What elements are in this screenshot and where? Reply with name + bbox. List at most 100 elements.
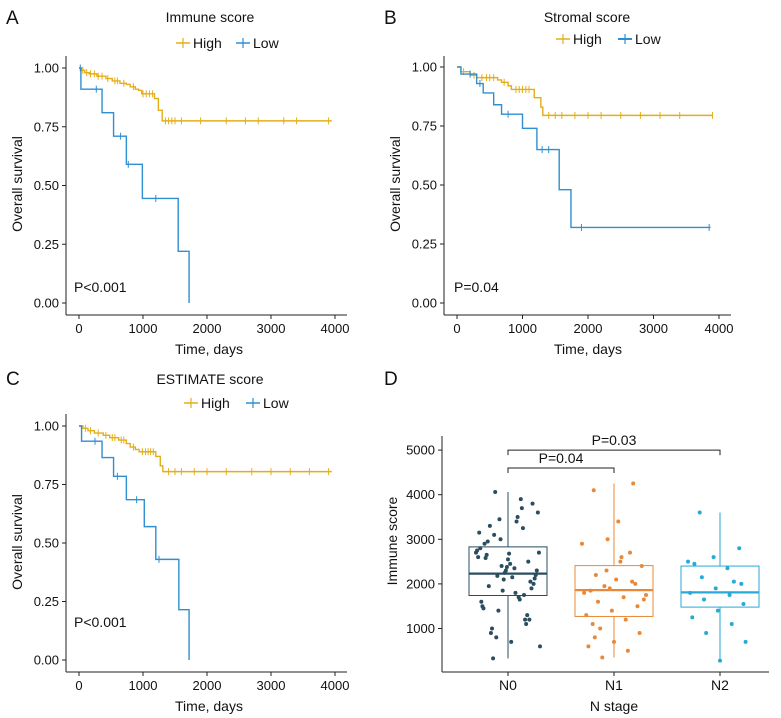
jitter-point-n1 — [639, 564, 644, 569]
jitter-point-n0 — [519, 506, 524, 511]
jitter-point-n0 — [536, 550, 541, 555]
jitter-point-n2 — [692, 561, 697, 566]
jitter-point-n2 — [699, 575, 704, 580]
jitter-point-n1 — [628, 550, 632, 555]
legend-label-low-b: Low — [635, 31, 662, 47]
jitter-point-n2 — [688, 590, 693, 595]
y-axis-label-c: Overall survival — [9, 494, 25, 590]
comparison-bracket-2 — [507, 449, 721, 456]
x-tick-label-d: N0 — [499, 677, 517, 693]
jitter-point-n0 — [502, 570, 507, 575]
jitter-point-n0 — [485, 539, 490, 544]
plot-area-c: 0.00 0.25 0.50 0.75 1.00 0 1000 2000 3000 4000 — [34, 414, 350, 693]
jitter-point-n0 — [522, 593, 526, 598]
jitter-point-n1 — [612, 639, 616, 644]
jitter-point-n1 — [593, 572, 598, 577]
y-tick-label-d: 5000 — [406, 443, 435, 458]
jitter-point-n1 — [584, 613, 589, 618]
jitter-point-n0 — [476, 555, 481, 560]
legend-a: High Low — [176, 35, 280, 51]
p-value-b: P=0.04 — [454, 279, 499, 295]
jitter-point-n1 — [590, 622, 595, 627]
y-tick-label-a: 1.00 — [34, 61, 59, 76]
jitter-point-n1 — [623, 617, 628, 622]
panel-letter-b: B — [384, 8, 397, 29]
box-n0 — [468, 546, 548, 596]
jitter-point-n1 — [641, 597, 646, 602]
jitter-point-n2 — [718, 658, 722, 663]
km-curve-low-a — [79, 67, 190, 303]
jitter-point-n0 — [525, 613, 530, 618]
jitter-point-n0 — [529, 586, 534, 591]
y-axis-label-b: Overall survival — [387, 136, 403, 232]
panel-d: D 1000 2000 3000 4000 5000 N0 N1 N2 P=0.04 P=0.03… — [384, 369, 769, 714]
jitter-point-n0 — [514, 519, 519, 524]
x-tick-label-c: 4000 — [321, 678, 350, 693]
x-axis-label-a: Time, days — [175, 341, 243, 357]
jitter-point-n1 — [644, 593, 648, 598]
jitter-point-n0 — [526, 559, 531, 564]
jitter-point-n0 — [499, 564, 504, 569]
x-tick-label-a: 4000 — [321, 321, 350, 336]
jitter-point-n0 — [481, 606, 486, 611]
comparison-bracket-1 — [507, 467, 615, 473]
jitter-point-n0 — [488, 630, 493, 635]
y-tick-label-b: 0.75 — [412, 119, 437, 134]
x-axis-label-b: Time, days — [554, 341, 622, 357]
jitter-point-n2 — [739, 581, 744, 586]
jitter-point-n2 — [737, 546, 742, 551]
jitter-point-n1 — [582, 590, 587, 595]
jitter-point-n1 — [592, 635, 597, 640]
y-tick-label-b: 0.50 — [412, 178, 437, 193]
jitter-point-n0 — [495, 573, 500, 578]
x-tick-label-b: 4000 — [705, 321, 734, 336]
x-tick-label-b: 2000 — [574, 321, 603, 336]
jitter-point-n0 — [512, 566, 517, 571]
jitter-point-n0 — [497, 517, 502, 522]
y-tick-label-c: 1.00 — [34, 419, 59, 434]
panel-a: A Immune score High Low 0.00 0.25 0.50 0.75… — [6, 8, 349, 357]
x-tick-label-d: N1 — [605, 677, 623, 693]
jitter-point-n1 — [631, 481, 636, 486]
y-tick-label-c: 0.50 — [34, 536, 59, 551]
plot-area-d: 1000 2000 3000 4000 5000 N0 N1 N2 P=0.04 P=0.03 — [406, 432, 769, 693]
jitter-point-n0 — [494, 635, 499, 640]
legend-label-high-b: High — [573, 31, 602, 47]
chart-title-b: Stromal score — [544, 9, 631, 25]
y-tick-label-d: 1000 — [406, 621, 435, 636]
jitter-point-n1 — [635, 604, 640, 609]
comparison-label-1: P=0.04 — [539, 450, 584, 466]
y-tick-label-a: 0.00 — [34, 296, 59, 311]
panel-letter-d: D — [384, 369, 398, 390]
y-axis-label-a: Overall survival — [9, 136, 25, 232]
legend-label-low-c: Low — [263, 395, 290, 411]
jitter-point-n0 — [515, 515, 520, 519]
jitter-point-n2 — [702, 597, 706, 602]
jitter-point-n1 — [618, 559, 623, 564]
jitter-point-n0 — [516, 595, 521, 600]
jitter-point-n0 — [518, 497, 523, 502]
plot-area-a: 0.00 0.25 0.50 0.75 1.00 0 1000 2000 3000 4000 — [34, 56, 350, 336]
x-tick-label-c: 2000 — [193, 678, 222, 693]
p-value-c: P<0.001 — [74, 614, 127, 630]
legend-b: High Low — [556, 31, 662, 47]
x-tick-label-c: 0 — [75, 678, 82, 693]
jitter-point-n0 — [520, 526, 525, 531]
p-value-a: P<0.001 — [74, 279, 127, 295]
jitter-point-n0 — [507, 551, 512, 556]
y-tick-label-c: 0.75 — [34, 477, 59, 492]
jitter-point-n0 — [487, 523, 492, 528]
jitter-point-n0 — [483, 556, 488, 561]
y-tick-label-d: 4000 — [406, 487, 435, 502]
jitter-point-n0 — [492, 532, 497, 537]
jitter-point-n1 — [600, 655, 605, 660]
jitter-point-n1 — [580, 541, 584, 546]
jitter-point-n0 — [479, 599, 484, 604]
jitter-point-n0 — [508, 561, 513, 566]
y-tick-label-a: 0.25 — [34, 237, 59, 252]
jitter-point-n1 — [607, 586, 612, 591]
jitter-point-n0 — [532, 576, 537, 581]
jitter-point-n0 — [498, 537, 503, 542]
km-curve-high-c — [79, 425, 332, 473]
